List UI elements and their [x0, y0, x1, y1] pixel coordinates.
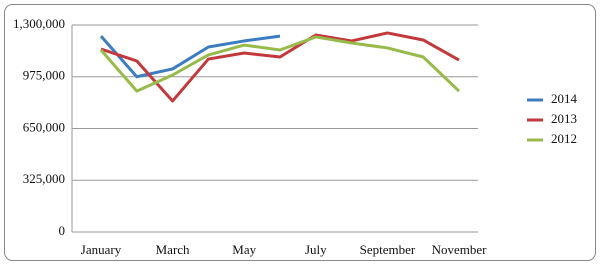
y-tick-label: 975,000 [23, 68, 65, 83]
chart-frame [4, 4, 596, 261]
y-tick-label: 0 [59, 223, 66, 238]
x-tick-label: May [232, 242, 256, 257]
series-line [100, 31, 460, 103]
legend-label: 2012 [551, 131, 577, 146]
legend-label: 2014 [551, 91, 578, 106]
x-tick-label: November [432, 242, 488, 257]
x-tick-label: March [156, 242, 190, 257]
y-tick-label: 1,300,000 [13, 16, 65, 31]
y-tick-label: 325,000 [23, 171, 65, 186]
series-line [99, 34, 281, 79]
legend-label: 2013 [551, 111, 577, 126]
x-tick-label: July [305, 242, 327, 257]
y-tick-label: 650,000 [23, 119, 65, 134]
series-line [99, 35, 461, 93]
x-tick-label: January [81, 242, 122, 257]
x-tick-label: September [360, 242, 416, 257]
